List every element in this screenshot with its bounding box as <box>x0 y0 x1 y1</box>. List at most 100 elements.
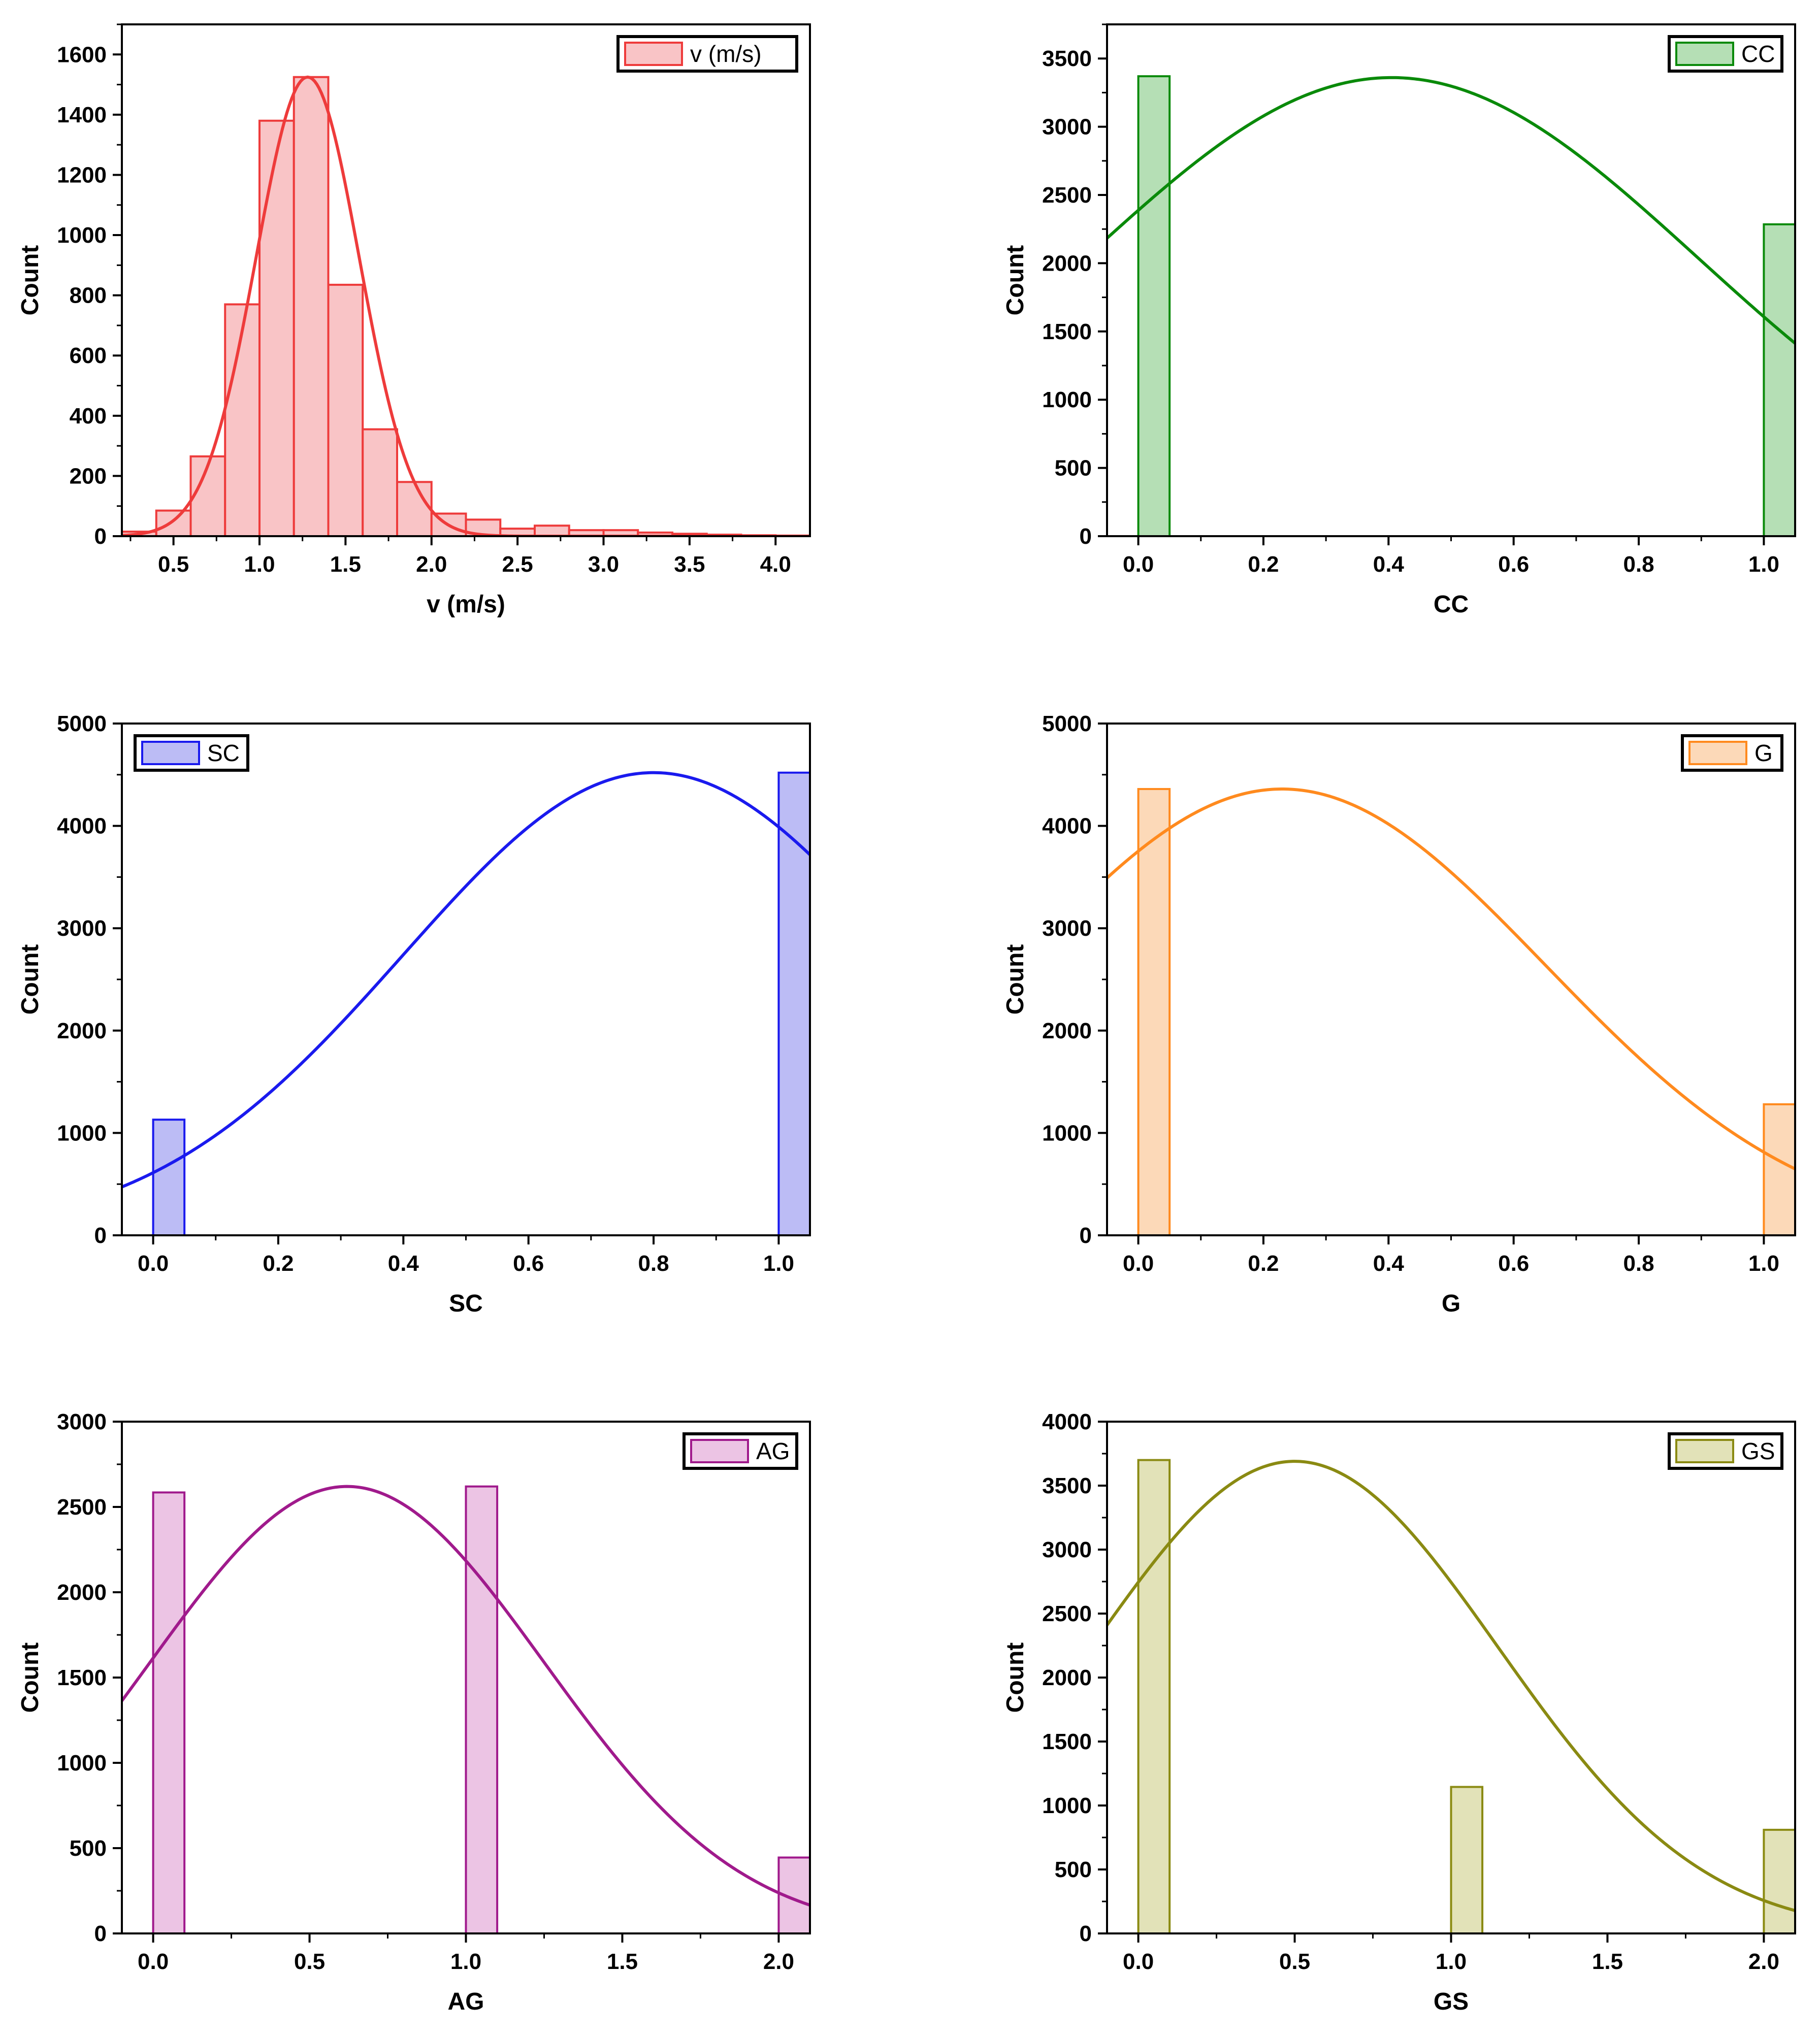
bar-6 <box>327 283 364 536</box>
y-tick-label: 3500 <box>1042 1473 1092 1498</box>
y-tick-label: 1000 <box>57 1121 107 1145</box>
y-tick-label: 4000 <box>57 814 107 839</box>
y-axis-label: Count <box>17 245 44 316</box>
fit-curve <box>1107 1460 1795 1912</box>
panel-v: 0 200 400 600 800 1000 1200 1400 1600 0.5 1.0 1.5 2.… <box>17 23 811 618</box>
bars-group <box>152 1485 810 1933</box>
y-tick-label: 3000 <box>57 916 107 941</box>
x-tick-label: 2.0 <box>763 1949 794 1974</box>
y-tick-label: 3000 <box>1042 1537 1092 1562</box>
legend-swatch <box>690 1439 749 1463</box>
fit-curve <box>1107 787 1795 1170</box>
y-tick-label: 0 <box>94 524 107 549</box>
x-tick-label: 1.5 <box>607 1949 638 1974</box>
legend-swatch <box>1688 741 1747 765</box>
bar-7 <box>362 428 398 536</box>
x-tick-label: 3.0 <box>588 552 619 577</box>
y-tick-label: 2000 <box>1042 1019 1092 1043</box>
bar-0 <box>152 1491 186 1933</box>
x-tick-label: 0.8 <box>1623 552 1654 577</box>
y-tick-label: 5000 <box>1042 711 1092 736</box>
x-tick-label: 0.8 <box>1623 1251 1654 1276</box>
x-tick-label: 2.0 <box>1748 1949 1779 1974</box>
plot-frame <box>121 723 811 1236</box>
x-tick-label: 0.5 <box>294 1949 325 1974</box>
y-tick-label: 400 <box>70 404 107 429</box>
y-tick-label: 0 <box>1080 1223 1092 1248</box>
bar-1 <box>1763 1103 1795 1235</box>
y-tick-label: 2000 <box>1042 251 1092 276</box>
fit-curve <box>122 1485 810 1907</box>
fit-curve <box>122 75 810 536</box>
x-tick-label: 0.5 <box>1279 1949 1310 1974</box>
bar-3 <box>224 303 261 536</box>
x-tick-label: 0.2 <box>263 1251 294 1276</box>
bar-1 <box>155 509 192 536</box>
y-tick-label: 3500 <box>1042 46 1092 71</box>
x-tick-label: 0.8 <box>638 1251 669 1276</box>
legend-v-m-s: v (m/s) <box>616 35 798 73</box>
legend-g: G <box>1681 734 1783 772</box>
y-tick-label: 500 <box>70 1836 107 1861</box>
y-tick-label: 1500 <box>1042 319 1092 344</box>
y-axis-label: Count <box>1002 1643 1029 1713</box>
bars-group <box>152 771 810 1235</box>
x-tick-label: 3.5 <box>674 552 705 577</box>
y-tick-label: 1500 <box>1042 1729 1092 1754</box>
legend-label: CC <box>1741 41 1775 67</box>
legend-label: v (m/s) <box>690 41 762 67</box>
x-tick-label: 0.0 <box>1123 1251 1154 1276</box>
y-tick-label: 1400 <box>57 103 107 127</box>
y-tick-label: 2000 <box>57 1580 107 1605</box>
y-axis-label: Count <box>17 1643 44 1713</box>
y-tick-label: 3000 <box>57 1409 107 1434</box>
y-tick-label: 1000 <box>1042 387 1092 412</box>
y-tick-label: 1500 <box>57 1665 107 1690</box>
x-tick-label: 1.0 <box>1748 1251 1779 1276</box>
panel-g: 0 1000 2000 3000 4000 5000 0.0 0.2 0.4 0.6 0.8 1.0 G… <box>1002 711 1796 1317</box>
bar-2 <box>1763 1828 1795 1933</box>
y-tick-label: 200 <box>70 464 107 488</box>
legend-swatch <box>624 42 683 66</box>
y-tick-label: 2500 <box>1042 183 1092 208</box>
y-tick-label: 0 <box>94 1921 107 1946</box>
y-tick-label: 1000 <box>57 223 107 248</box>
bars-group <box>1137 75 1795 536</box>
legend-swatch <box>1675 42 1734 66</box>
legend-cc: CC <box>1668 35 1783 73</box>
bar-1 <box>1763 223 1795 536</box>
x-tick-label: 1.5 <box>1592 1949 1623 1974</box>
x-tick-label: 2.0 <box>416 552 447 577</box>
x-axis-label: G <box>1442 1290 1460 1317</box>
y-tick-label: 800 <box>70 283 107 308</box>
bar-0 <box>1137 75 1171 536</box>
x-axis-label: CC <box>1434 591 1469 618</box>
panel-cc: 0 500 1000 1500 2000 2500 3000 3500 0.0 0.2 0.4 0.6… <box>1002 23 1796 618</box>
x-tick-label: 0.0 <box>1123 1949 1154 1974</box>
x-tick-label: 1.0 <box>763 1251 794 1276</box>
x-tick-label: 1.5 <box>330 552 361 577</box>
legend-sc: SC <box>134 734 249 772</box>
y-tick-label: 1000 <box>1042 1121 1092 1145</box>
plot-frame <box>1106 23 1796 537</box>
y-tick-label: 1600 <box>57 42 107 67</box>
panel-ag: 0 500 1000 1500 2000 2500 3000 0.0 0.5 1.0 1.5 2.0 A… <box>17 1409 811 2015</box>
fit-curve <box>122 771 810 1189</box>
y-tick-label: 1000 <box>57 1751 107 1776</box>
y-tick-label: 2500 <box>57 1495 107 1520</box>
bar-4 <box>258 119 295 536</box>
legend-label: AG <box>756 1438 790 1464</box>
bar-12 <box>534 524 570 536</box>
x-tick-label: 1.0 <box>450 1949 481 1974</box>
plot-frame <box>121 23 811 537</box>
y-tick-label: 2000 <box>1042 1665 1092 1690</box>
x-tick-label: 1.0 <box>1748 552 1779 577</box>
y-tick-label: 5000 <box>57 711 107 736</box>
y-axis-label: Count <box>17 944 44 1015</box>
bars-group <box>1137 1459 1795 1933</box>
x-tick-label: 0.2 <box>1248 552 1279 577</box>
fit-curve <box>1107 76 1795 345</box>
x-tick-label: 0.0 <box>138 1949 169 1974</box>
x-axis-label: SC <box>449 1290 483 1317</box>
